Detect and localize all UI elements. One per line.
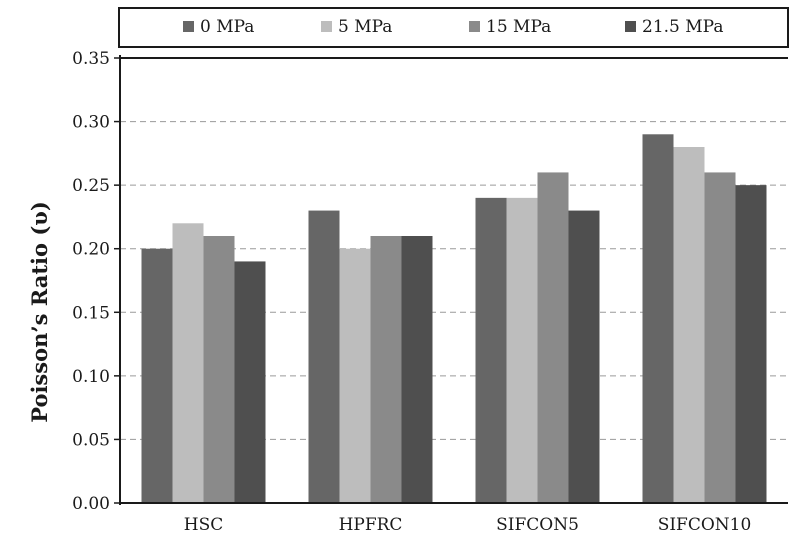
x-category-label: SIFCON5 xyxy=(496,515,579,535)
legend-box xyxy=(118,7,789,48)
x-category-label: HSC xyxy=(184,515,223,535)
legend-label: 15 MPa xyxy=(486,17,551,37)
y-tick-label: 0.20 xyxy=(72,240,110,260)
bar xyxy=(339,248,371,503)
y-axis-title: Poisson’s Ratio (υ) xyxy=(27,201,52,423)
bar xyxy=(141,248,173,503)
y-tick-label: 0.25 xyxy=(72,176,110,196)
bar xyxy=(172,223,204,504)
legend-swatch xyxy=(183,21,194,32)
y-tick-label: 0.00 xyxy=(72,494,110,514)
y-tick-label: 0.30 xyxy=(72,113,110,133)
bar xyxy=(568,210,600,504)
y-tick-label: 0.05 xyxy=(72,430,110,450)
x-category-label: SIFCON10 xyxy=(658,515,752,535)
legend-label: 0 MPa xyxy=(200,17,254,37)
bar xyxy=(704,172,736,503)
x-category-label: HPFRC xyxy=(339,515,403,535)
legend-label: 21.5 MPa xyxy=(642,17,723,37)
y-tick-label: 0.15 xyxy=(72,303,110,323)
legend: 0 MPa 5 MPa 15 MPa 21.5 MPa xyxy=(118,7,789,48)
bar xyxy=(203,236,235,503)
bar xyxy=(234,261,266,503)
bar xyxy=(642,134,674,504)
bar xyxy=(673,147,705,503)
bar xyxy=(370,236,402,503)
bar xyxy=(401,236,433,503)
legend-swatch xyxy=(625,21,636,32)
bar xyxy=(475,197,507,503)
legend-swatch xyxy=(321,21,332,32)
bar xyxy=(308,210,340,504)
bars xyxy=(141,134,767,504)
bar xyxy=(537,172,569,503)
y-tick-label: 0.10 xyxy=(72,367,110,387)
y-tick-label: 0.35 xyxy=(72,49,110,69)
bar xyxy=(506,197,538,503)
bar xyxy=(735,185,767,503)
legend-swatch xyxy=(469,21,480,32)
legend-label: 5 MPa xyxy=(338,17,392,37)
axes: 0.00 0.05 0.10 0.15 0.20 0.25 0.30 0.35 HSC HPFRC… xyxy=(72,49,788,535)
